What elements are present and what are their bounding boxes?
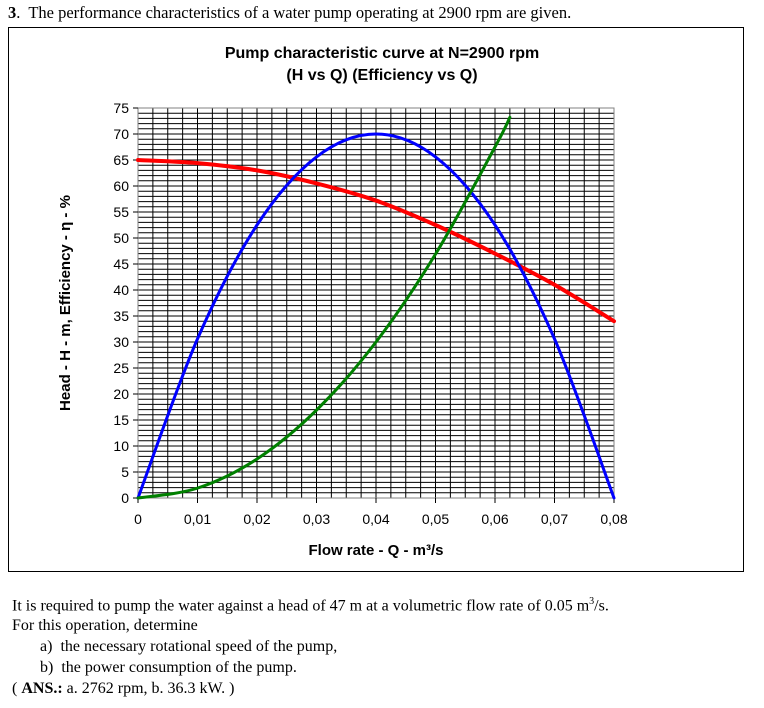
y-tick-label: 40 — [113, 282, 129, 298]
y-tick-label: 30 — [113, 334, 129, 350]
y-tick-label: 5 — [121, 464, 129, 480]
x-tick-label: 0 — [134, 511, 142, 527]
y-tick-label: 50 — [113, 230, 129, 246]
series-line-1 — [136, 158, 616, 324]
y-tick-label: 25 — [113, 360, 129, 376]
x-axis-label: Flow rate - Q - m³/s — [308, 542, 443, 559]
chart-frame — [8, 27, 744, 572]
x-tick-label: 0,07 — [541, 511, 568, 527]
series-line-3 — [136, 115, 512, 500]
y-tick-label: 65 — [113, 152, 129, 168]
y-tick-label: 75 — [113, 100, 129, 116]
y-tick-label: 70 — [113, 126, 129, 142]
chart-subtitle: (H vs Q) (Efficiency vs Q) — [286, 67, 478, 84]
y-tick-label: 45 — [113, 256, 129, 272]
list-item: a) the necessary rotational speed of the… — [40, 638, 338, 655]
problem-text: It is required to pump the water against… — [12, 596, 609, 615]
y-tick-label: 0 — [121, 490, 129, 506]
problem-statement: 3. The performance characteristics of a … — [8, 3, 572, 22]
x-tick-label: 0,01 — [184, 511, 211, 527]
problem-number: 3 — [8, 3, 17, 22]
x-tick-label: 0,08 — [600, 511, 627, 527]
y-tick-label: 10 — [113, 438, 129, 454]
x-tick-label: 0,06 — [481, 511, 508, 527]
list-item: b) the power consumption of the pump. — [40, 659, 297, 676]
y-tick-label: 15 — [113, 412, 129, 428]
x-tick-label: 0,03 — [303, 511, 330, 527]
y-tick-label: 35 — [113, 308, 129, 324]
x-tick-label: 0,02 — [243, 511, 270, 527]
x-tick-label: 0,05 — [422, 511, 449, 527]
y-tick-label: 55 — [113, 204, 129, 220]
chart: 0 5 10 15 20 25 30 35 40 45 50 55 60 65 70 75 0 0,01 0,02 0… — [57, 100, 628, 559]
problem-text-2: For this operation, determine — [12, 617, 198, 634]
series-line-2 — [136, 132, 616, 500]
answer: ( ANS.: a. 2762 rpm, b. 36.3 kW. ) — [12, 680, 235, 697]
y-axis-label: Head - H - m, Efficiency - η - % — [57, 195, 74, 411]
y-tick-label: 20 — [113, 386, 129, 402]
y-tick-label: 60 — [113, 178, 129, 194]
statement-text: The performance characteristics of a wat… — [28, 3, 572, 22]
x-tick-label: 0,04 — [362, 511, 389, 527]
chart-title: Pump characteristic curve at N=2900 rpm — [224, 45, 540, 62]
